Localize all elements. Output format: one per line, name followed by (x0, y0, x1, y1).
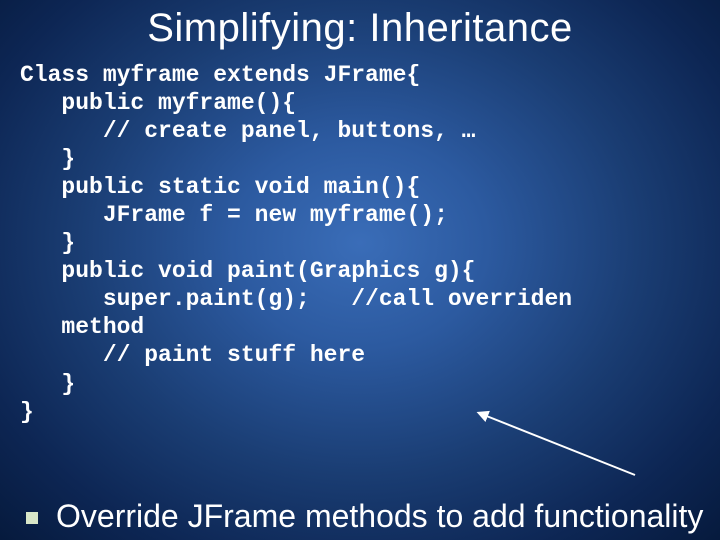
code-block: Class myframe extends JFrame{ public myf… (0, 51, 720, 426)
bullet-square-icon (26, 512, 38, 524)
slide-title: Simplifying: Inheritance (0, 0, 720, 51)
bullet-item: Override JFrame methods to add functiona… (26, 498, 710, 535)
bullet-text: Override JFrame methods to add functiona… (56, 498, 703, 535)
